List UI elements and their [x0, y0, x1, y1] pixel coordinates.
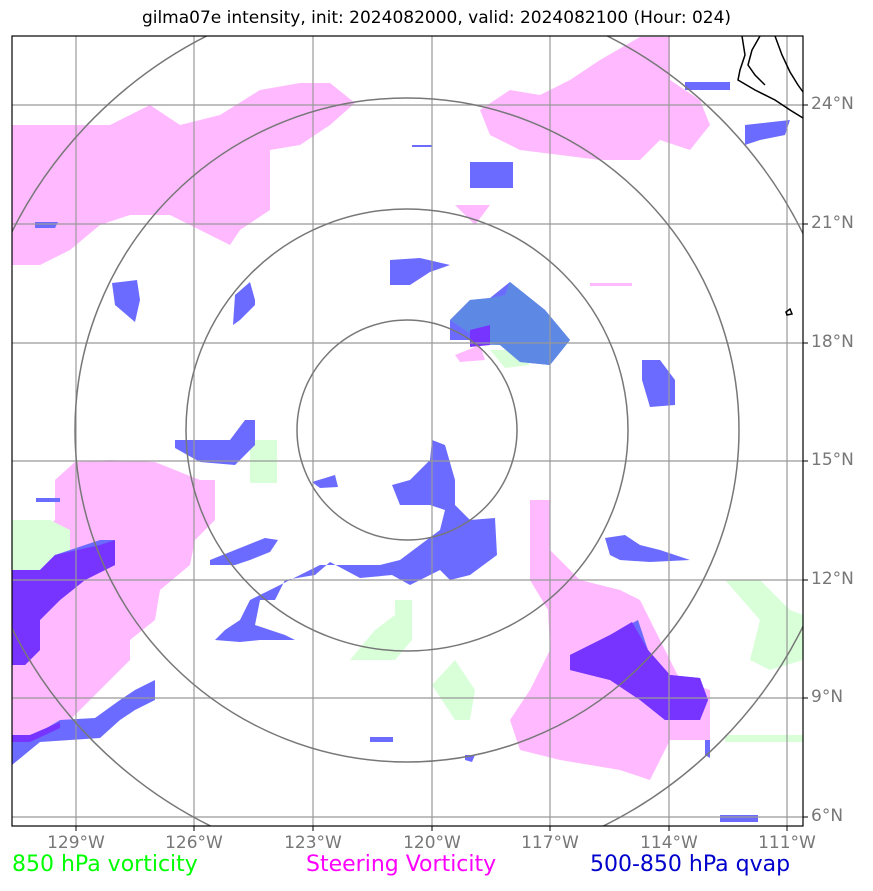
lat-label-15n: 15°N: [811, 450, 854, 470]
lat-label-12n: 12°N: [811, 569, 854, 589]
range-rings: [12, 36, 803, 826]
lon-label-129w: 129°W: [47, 833, 105, 853]
legend-850-vorticity: 850 hPa vorticity: [12, 852, 198, 877]
tick-marks: [75, 104, 808, 831]
lon-label-123w: 123°W: [284, 833, 342, 853]
lon-label-111w: 111°W: [758, 833, 816, 853]
lon-label-117w: 117°W: [521, 833, 579, 853]
legend-qvap: 500-850 hPa qvap: [590, 852, 791, 877]
legend-steering-vorticity: Steering Vorticity: [306, 852, 497, 877]
lat-label-18n: 18°N: [811, 332, 854, 352]
lat-label-21n: 21°N: [811, 213, 854, 233]
graticule: [12, 36, 803, 826]
lon-label-120w: 120°W: [403, 833, 461, 853]
lat-label-6n: 6°N: [811, 806, 844, 826]
map-frame: [11, 35, 804, 827]
coastline: [737, 36, 803, 316]
lat-label-24n: 24°N: [811, 94, 854, 114]
lon-label-114w: 114°W: [640, 833, 698, 853]
map-title: gilma07e intensity, init: 2024082000, va…: [141, 8, 732, 28]
qvap-overlap-layer: [12, 282, 708, 742]
lat-label-9n: 9°N: [811, 687, 844, 707]
lon-label-126w: 126°W: [165, 833, 223, 853]
